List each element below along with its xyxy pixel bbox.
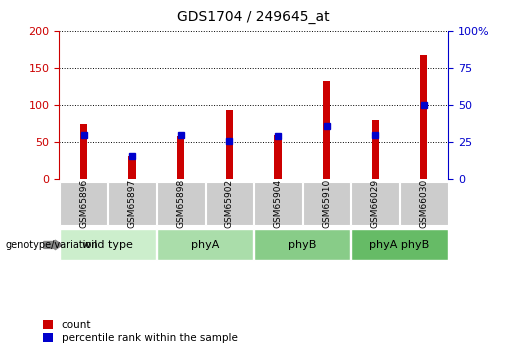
Bar — [254, 229, 350, 260]
Text: GSM65902: GSM65902 — [225, 179, 234, 228]
Bar — [60, 229, 156, 260]
Text: GSM65898: GSM65898 — [176, 179, 185, 228]
Text: GSM66029: GSM66029 — [371, 179, 380, 228]
Bar — [351, 229, 448, 260]
Bar — [205, 182, 253, 225]
Bar — [420, 55, 427, 179]
Text: wild type: wild type — [82, 240, 133, 250]
Bar — [60, 182, 107, 225]
Bar — [303, 182, 350, 225]
Legend: count, percentile rank within the sample: count, percentile rank within the sample — [39, 316, 242, 345]
Bar — [157, 182, 204, 225]
Text: phyB: phyB — [288, 240, 316, 250]
Text: phyA: phyA — [191, 240, 219, 250]
Bar — [108, 182, 156, 225]
Bar — [351, 182, 399, 225]
Text: GSM65910: GSM65910 — [322, 179, 331, 228]
Bar — [226, 110, 233, 179]
Bar — [274, 135, 282, 179]
Bar — [177, 136, 184, 179]
Bar — [80, 124, 87, 179]
Bar — [371, 120, 379, 179]
Bar — [323, 81, 330, 179]
Bar — [128, 156, 136, 179]
Bar — [157, 229, 253, 260]
Bar — [400, 182, 448, 225]
Text: GSM65897: GSM65897 — [128, 179, 136, 228]
Text: GSM66030: GSM66030 — [419, 179, 428, 228]
Text: GSM65904: GSM65904 — [273, 179, 282, 228]
Text: phyA phyB: phyA phyB — [369, 240, 430, 250]
Text: GDS1704 / 249645_at: GDS1704 / 249645_at — [177, 10, 330, 24]
Bar — [254, 182, 302, 225]
Text: genotype/variation: genotype/variation — [5, 240, 98, 250]
Text: GSM65896: GSM65896 — [79, 179, 88, 228]
